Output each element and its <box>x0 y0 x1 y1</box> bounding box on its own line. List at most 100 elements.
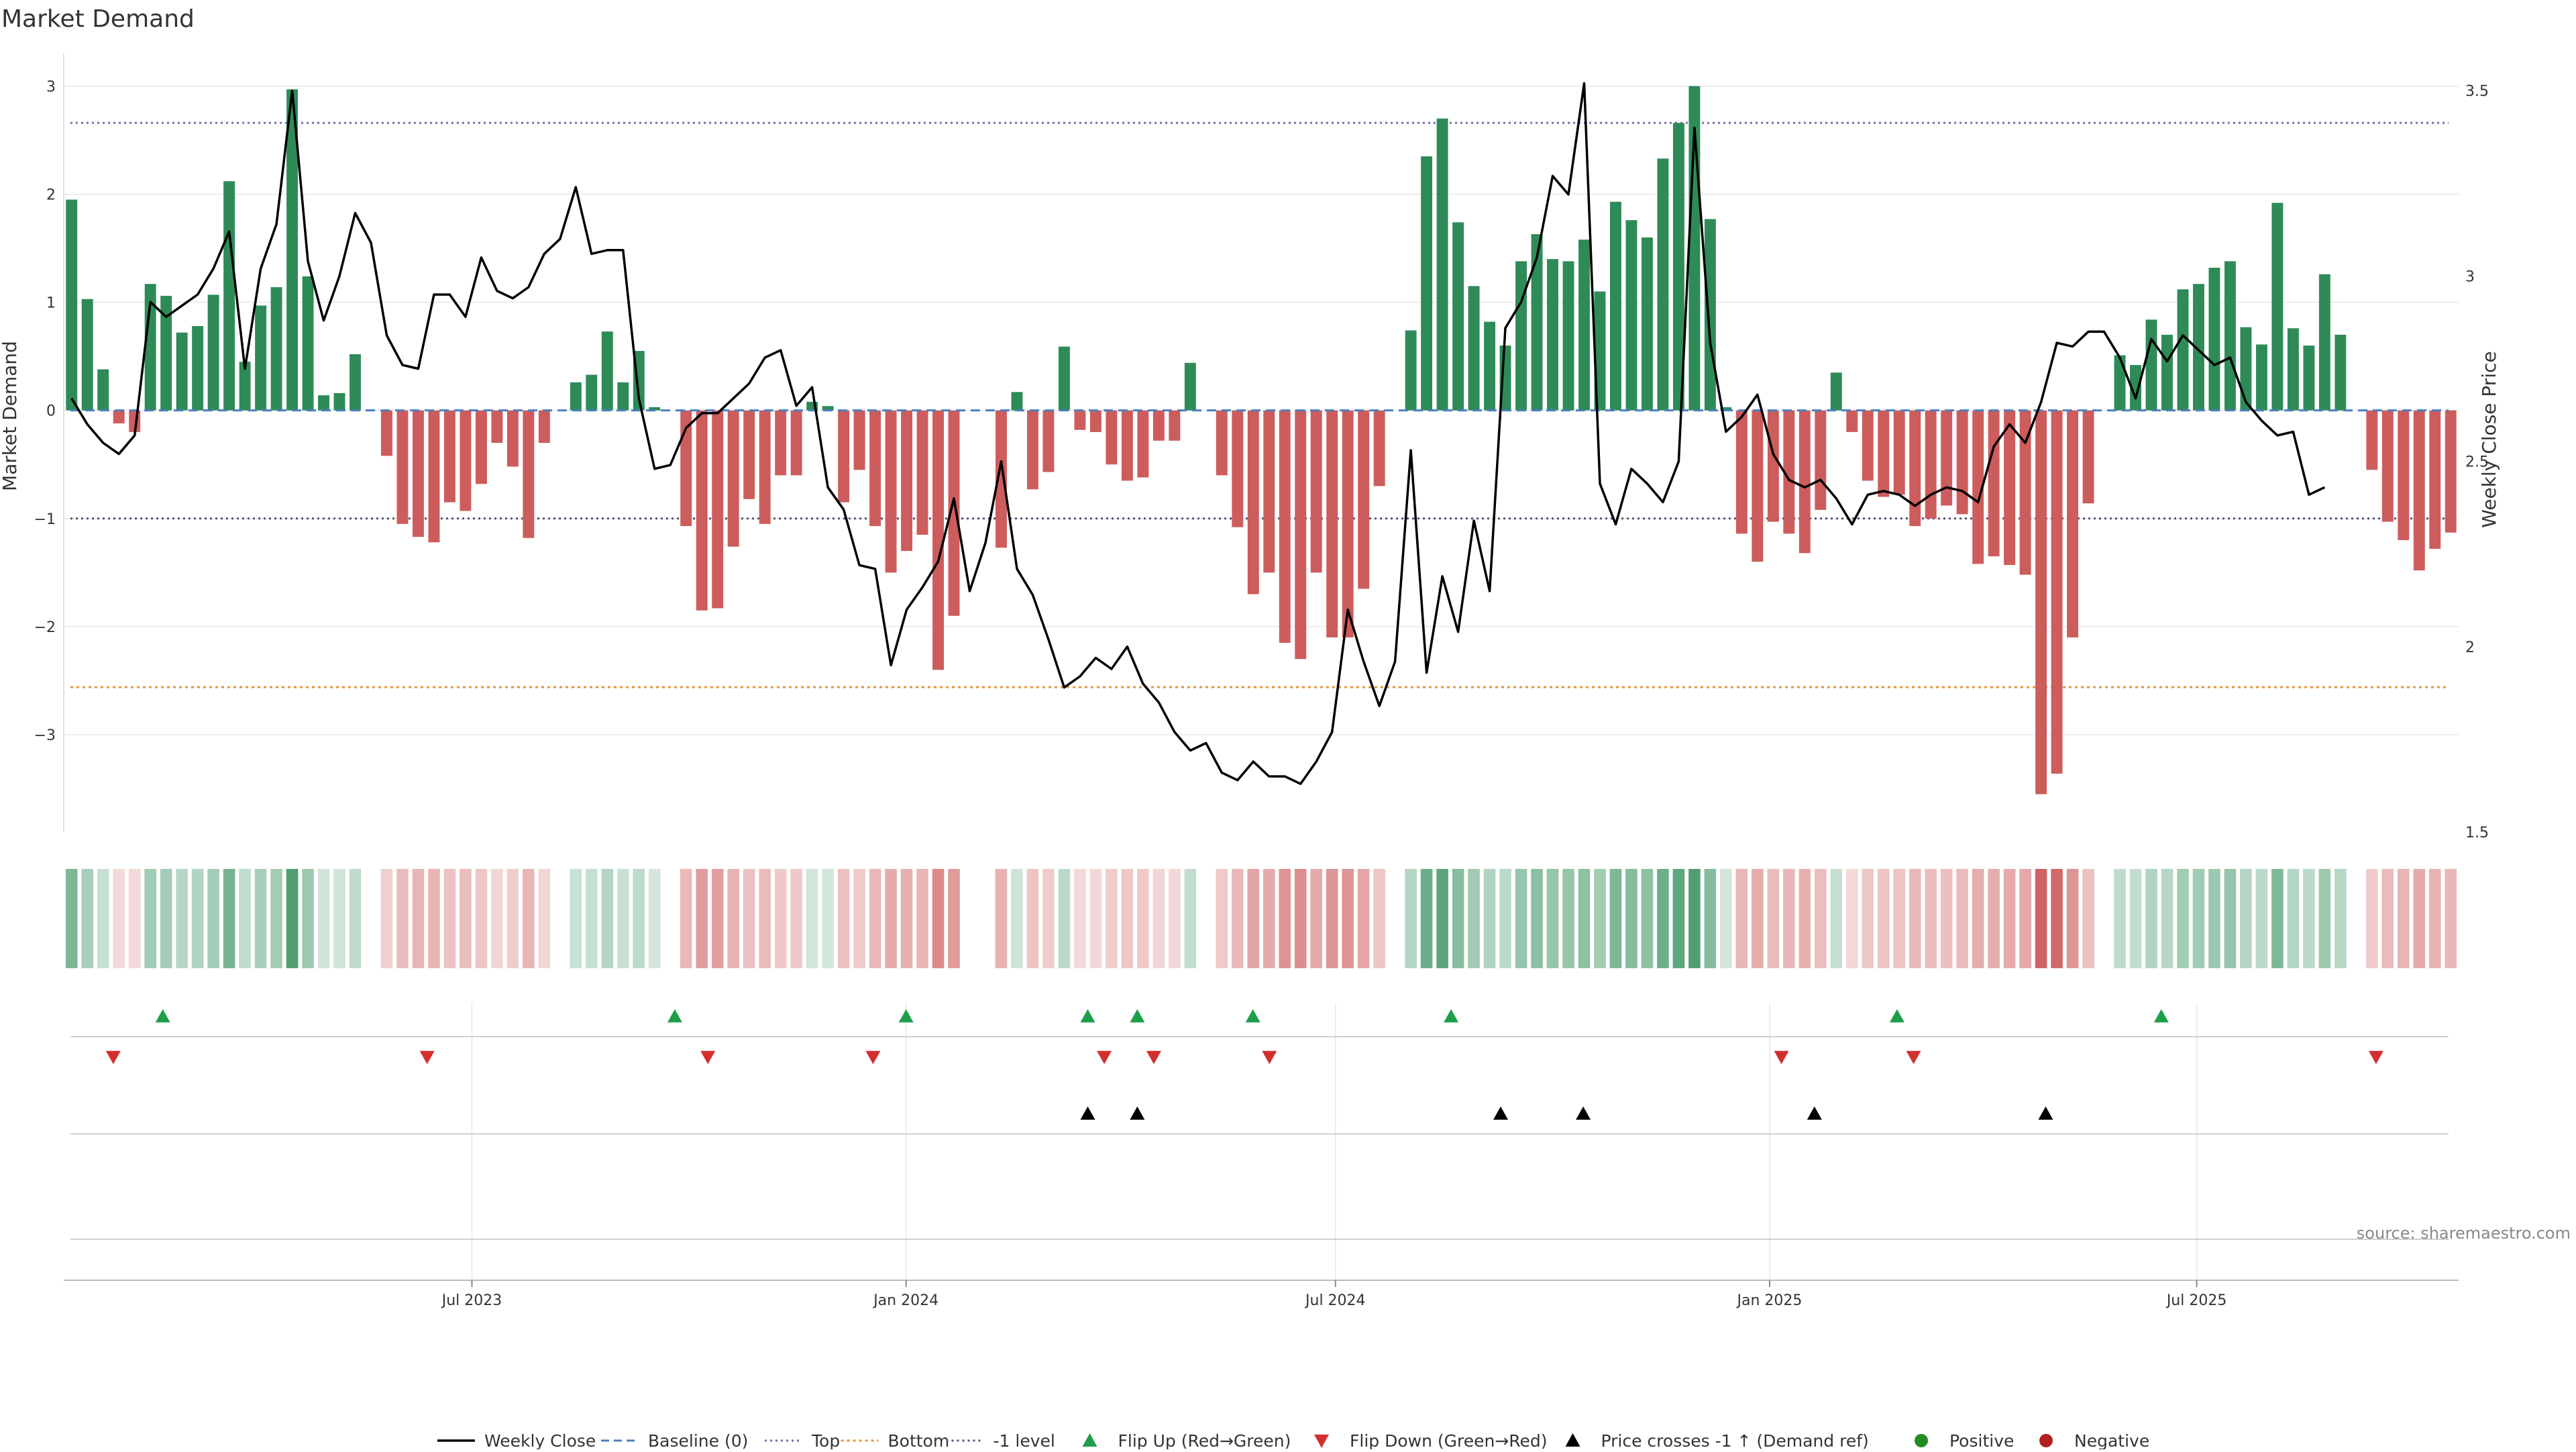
y-tick-label: 3 <box>46 79 56 95</box>
heat-cell-positive <box>1011 869 1023 968</box>
heat-cell-negative <box>1988 869 2000 968</box>
heat-cell-positive <box>160 869 172 968</box>
demand-bar-positive <box>1830 372 1842 411</box>
demand-bar-positive <box>1562 261 1574 411</box>
demand-bar-positive <box>144 284 156 411</box>
heat-cell-negative <box>1326 869 1338 968</box>
heat-cell-negative <box>1814 869 1827 968</box>
weekly-close-line <box>70 82 2326 785</box>
heat-cell-positive <box>2334 869 2347 968</box>
heat-cell-positive <box>1452 869 1464 968</box>
heat-cell-negative <box>1767 869 1780 968</box>
heat-cell-positive <box>1468 869 1480 968</box>
flip-up-marker <box>1245 1009 1260 1023</box>
heat-cell-negative <box>916 869 928 968</box>
heat-cell-negative <box>2066 869 2079 968</box>
heat-cell-positive <box>2192 869 2205 968</box>
y-tick-label: 1 <box>46 295 56 312</box>
heat-cell-negative <box>443 869 456 968</box>
demand-bar-negative <box>948 410 960 616</box>
heat-cell-positive <box>1688 869 1701 968</box>
heat-cell-positive <box>1184 869 1197 968</box>
heat-cell-negative <box>2003 869 2016 968</box>
demand-bar-positive <box>1531 234 1543 411</box>
demand-bar-negative <box>1358 410 1370 589</box>
demand-bar-negative <box>443 410 455 503</box>
heat-cell-positive <box>1830 869 1843 968</box>
heat-cell-positive <box>65 869 78 968</box>
demand-bar-positive <box>2287 328 2299 411</box>
demand-bar-negative <box>1169 410 1181 441</box>
heat-cell-positive <box>1420 869 1433 968</box>
price-cross-marker <box>2038 1106 2053 1120</box>
x-tick-label: Jul 2024 <box>1304 1292 1366 1309</box>
y2-tick-label: 2 <box>2465 639 2475 656</box>
heat-cell-negative <box>1862 869 1874 968</box>
heat-cell-negative <box>2397 869 2410 968</box>
demand-bar-negative <box>2398 410 2410 540</box>
demand-bar-negative <box>1121 410 1133 481</box>
demand-bar-negative <box>381 410 392 456</box>
heat-cell-positive <box>2161 869 2174 968</box>
demand-bar-positive <box>1452 222 1464 411</box>
heat-cell-negative <box>1940 869 1953 968</box>
heat-cell-negative <box>428 869 440 968</box>
heat-cell-negative <box>1357 869 1370 968</box>
heat-cell-positive <box>1625 869 1638 968</box>
demand-bar-positive <box>2224 261 2236 411</box>
demand-bar-negative <box>2445 410 2457 533</box>
demand-bar-negative <box>1878 410 1890 497</box>
demand-bar-negative <box>412 410 424 537</box>
heat-cell-positive <box>1594 869 1606 968</box>
demand-bar-positive <box>97 369 109 411</box>
y-axis-label: Market Demand <box>0 341 21 491</box>
heat-cell-negative <box>2051 869 2063 968</box>
demand-bar-positive <box>2303 346 2315 411</box>
heat-cell-negative <box>869 869 881 968</box>
demand-bar-negative <box>1909 410 1921 527</box>
demand-bar-negative <box>1972 410 1984 564</box>
demand-bar-positive <box>318 395 329 411</box>
heat-cell-negative <box>2445 869 2457 968</box>
heat-cell-negative <box>1074 869 1086 968</box>
legend-label: Flip Down (Green→Red) <box>1350 1431 1548 1449</box>
y-tick-label: −2 <box>34 619 56 636</box>
heat-cell-positive <box>2287 869 2300 968</box>
heat-cell-negative <box>1106 869 1118 968</box>
heat-cell-negative <box>491 869 503 968</box>
demand-bar-positive <box>223 181 235 411</box>
demand-bar-negative <box>1846 410 1858 432</box>
heat-cell-negative <box>948 869 960 968</box>
heat-cell-negative <box>2082 869 2094 968</box>
demand-bar-negative <box>996 410 1007 548</box>
flip-up-marker <box>667 1009 682 1023</box>
demand-bar-negative <box>1783 410 1795 534</box>
demand-bar-positive <box>81 299 93 411</box>
source-note: source: sharemaestro.com <box>2357 1224 2571 1243</box>
heat-cell-positive <box>616 869 629 968</box>
heat-cell-positive <box>1515 869 1527 968</box>
y-tick-label: 2 <box>46 187 56 203</box>
legend-item: Weekly Close <box>437 1431 596 1451</box>
demand-bar-negative <box>1815 410 1827 510</box>
demand-bar-negative <box>1295 410 1307 660</box>
legend-item: Flip Down (Green→Red) <box>1314 1431 1548 1451</box>
legend-item: Baseline (0) <box>601 1431 748 1451</box>
heat-cell-negative <box>743 869 755 968</box>
y-tick-label: −3 <box>34 727 56 744</box>
demand-bar-negative <box>2413 410 2425 571</box>
demand-bar-negative <box>2082 410 2094 504</box>
y2-tick-label: 3 <box>2465 268 2475 285</box>
demand-bar-positive <box>207 295 219 411</box>
heat-cell-negative <box>1231 869 1244 968</box>
heat-cell-positive <box>1609 869 1622 968</box>
heat-cell-positive <box>2318 869 2331 968</box>
heat-cell-positive <box>191 869 204 968</box>
heat-cell-positive <box>286 869 299 968</box>
demand-bar-negative <box>523 410 535 538</box>
flip-up-marker <box>1889 1009 1904 1023</box>
x-tick-label: Jan 2024 <box>872 1292 938 1309</box>
demand-bar-negative <box>1767 410 1779 522</box>
weekly-close-series <box>70 82 2326 785</box>
